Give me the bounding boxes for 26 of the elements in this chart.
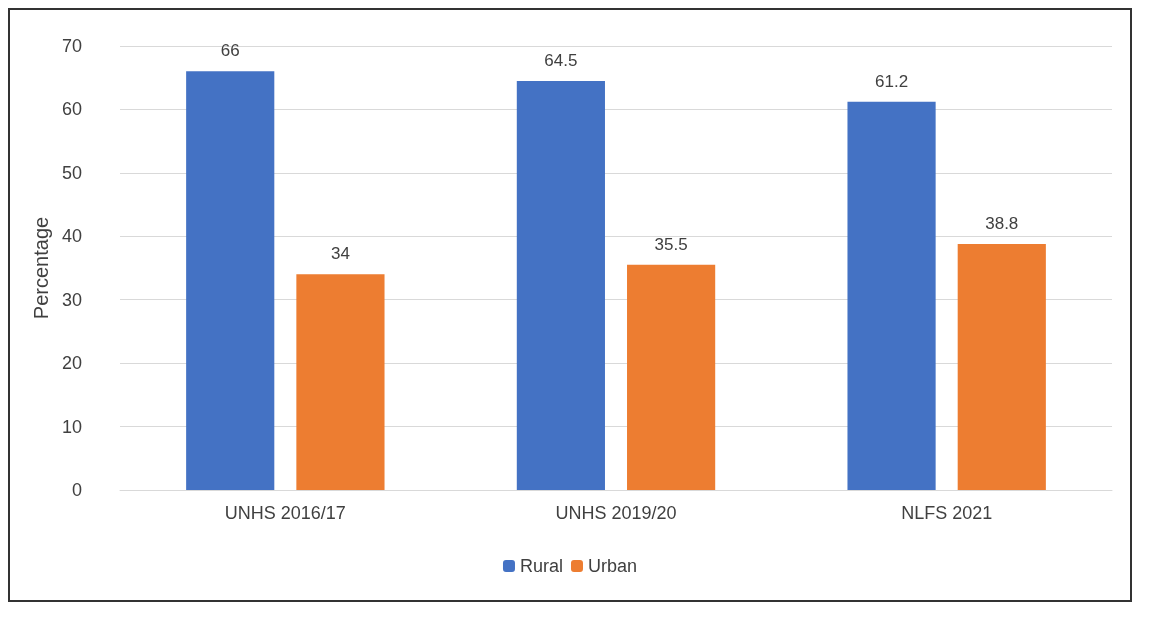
- legend-label: Urban: [587, 556, 638, 576]
- legend-label: Rural: [519, 556, 563, 576]
- data-label: 35.5: [654, 234, 688, 254]
- data-label: 61.2: [875, 71, 909, 91]
- data-label: 34: [330, 244, 350, 264]
- y-tick-label: 50: [61, 162, 82, 183]
- y-tick-label: 30: [61, 289, 82, 310]
- data-label: 66: [220, 41, 240, 61]
- y-tick-label: 40: [61, 226, 82, 247]
- x-tick-label: UNHS 2019/20: [555, 503, 677, 523]
- y-tick-label: 60: [61, 99, 82, 120]
- x-tick-label: NLFS 2021: [901, 503, 993, 523]
- x-tick-label: UNHS 2016/17: [224, 503, 346, 523]
- y-tick-label: 20: [61, 353, 82, 374]
- data-label: 38.8: [985, 213, 1019, 233]
- bar: [186, 71, 275, 490]
- bar: [516, 80, 605, 490]
- bar: [957, 243, 1046, 490]
- y-tick-label: 70: [61, 36, 82, 56]
- bar: [296, 274, 385, 490]
- bar: [847, 101, 936, 490]
- bar: [627, 264, 716, 490]
- y-tick-label: 0: [71, 480, 82, 500]
- data-label: 64.5: [544, 50, 578, 70]
- y-tick-label: 10: [61, 416, 82, 437]
- y-axis-title: Percentage: [30, 216, 53, 320]
